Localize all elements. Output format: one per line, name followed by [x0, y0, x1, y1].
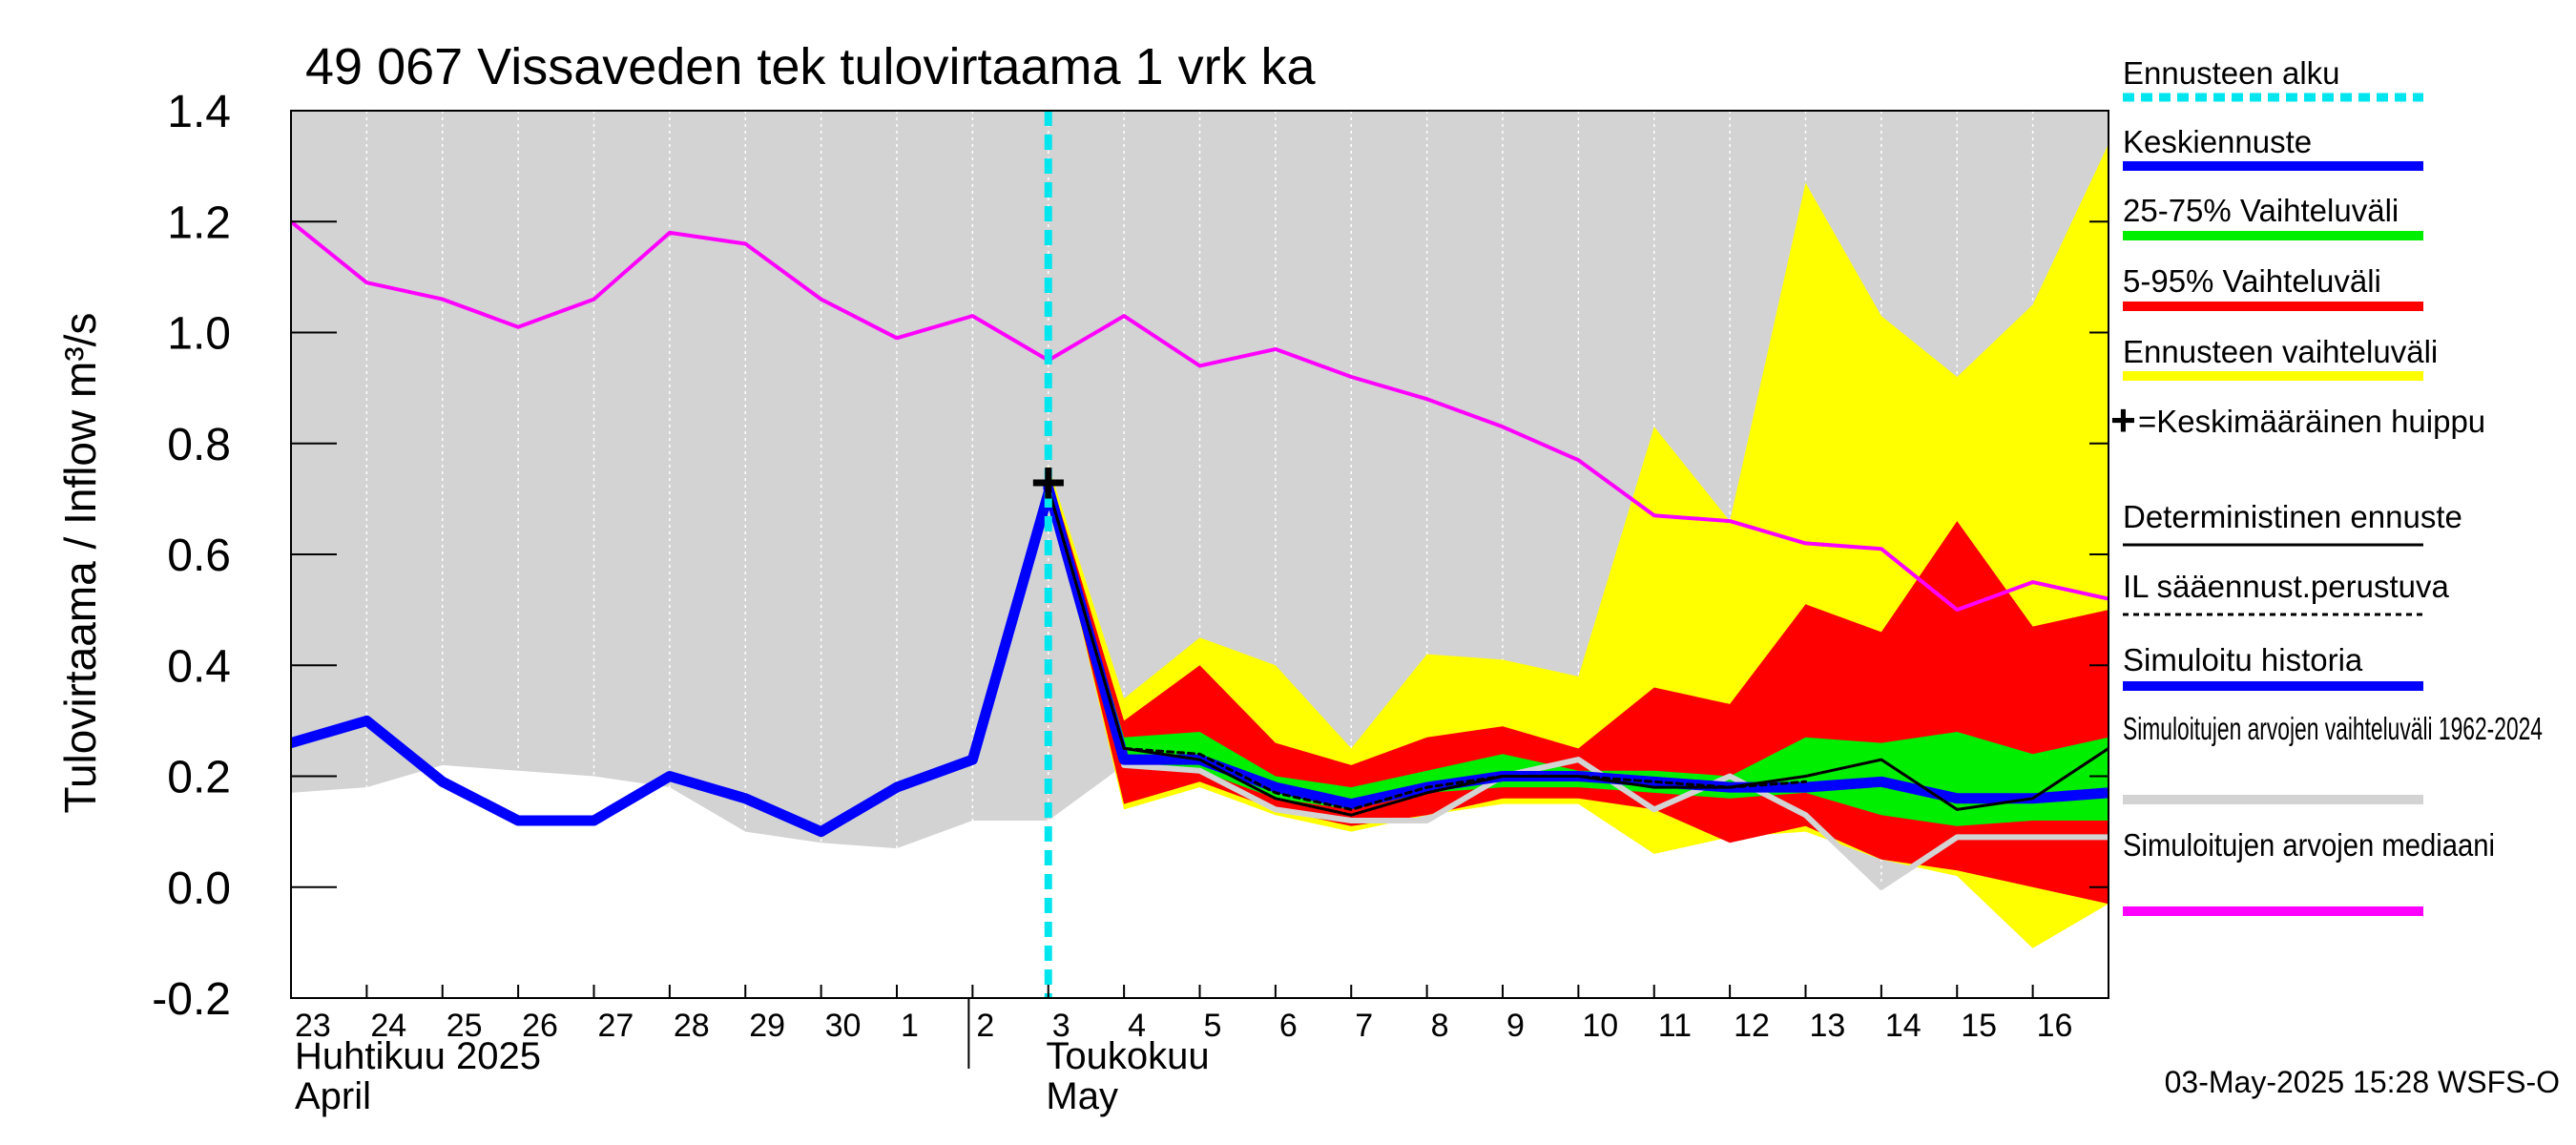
legend-label: Simuloitu historia	[2123, 642, 2363, 677]
x-tick-label: 6	[1279, 1008, 1298, 1044]
legend-label: Deterministinen ennuste	[2123, 499, 2462, 534]
month-label-en: April	[295, 1075, 371, 1117]
y-tick-label: 0.8	[167, 420, 231, 470]
y-tick-label: 1.0	[167, 309, 231, 360]
month-label-fi: Huhtikuu 2025	[295, 1035, 541, 1077]
il-forecast-line	[1047, 486, 1807, 811]
x-tick-label: 4	[1128, 1008, 1146, 1044]
legend-label: Simuloitujen arvojen vaihteluväli 1962-2…	[2123, 711, 2543, 746]
p25-p75-band	[1048, 476, 2109, 826]
x-tick-label: 8	[1431, 1008, 1449, 1044]
legend-label: =Keskimääräinen huippu	[2138, 404, 2485, 439]
legend-label: 5-95% Vaihteluväli	[2123, 263, 2381, 299]
x-tick-label: 26	[522, 1008, 558, 1044]
legend-label: Ennusteen vaihteluväli	[2123, 334, 2438, 369]
x-tick-label: 23	[295, 1008, 331, 1044]
y-tick-label: 1.4	[167, 87, 231, 137]
chart-title: 49 067 Vissaveden tek tulovirtaama 1 vrk…	[305, 38, 1317, 95]
x-tick-label: 28	[674, 1008, 710, 1044]
month-label-fi: Toukokuu	[1046, 1035, 1209, 1077]
y-axis-label: Tulovirtaama / Inflow m³/s	[55, 313, 105, 814]
y-tick-label: -0.2	[152, 974, 231, 1025]
x-tick-label: 30	[825, 1008, 862, 1044]
y-tick-label: 0.4	[167, 641, 231, 692]
legend-label: 25-75% Vaihteluväli	[2123, 193, 2399, 228]
x-tick-label: 14	[1885, 1008, 1922, 1044]
x-tick-label: 11	[1658, 1008, 1692, 1044]
legend-label: Simuloitujen arvojen mediaani	[2123, 827, 2495, 863]
x-tick-label: 7	[1355, 1008, 1373, 1044]
x-tick-label: 16	[2037, 1008, 2073, 1044]
y-tick-label: 0.2	[167, 753, 231, 803]
legend-label: Keskiennuste	[2123, 124, 2312, 159]
x-tick-label: 25	[447, 1008, 483, 1044]
y-tick-label: 0.6	[167, 531, 231, 581]
footer-timestamp: 03-May-2025 15:28 WSFS-O	[2165, 1065, 2560, 1099]
x-tick-label: 3	[1052, 1008, 1070, 1044]
x-tick-label: 12	[1734, 1008, 1770, 1044]
legend-label: Ennusteen alku	[2123, 55, 2340, 91]
x-tick-label: 24	[370, 1008, 406, 1044]
sim-history-line	[291, 488, 1054, 838]
x-tick-label: 2	[976, 1008, 994, 1044]
x-tick-label: 13	[1810, 1008, 1846, 1044]
x-tick-label: 27	[598, 1008, 634, 1044]
month-label-en: May	[1046, 1075, 1118, 1117]
x-tick-label: 9	[1506, 1008, 1525, 1044]
plot-area: +	[291, 111, 2109, 998]
y-tick-label: 1.2	[167, 198, 231, 248]
x-tick-label: 10	[1582, 1008, 1618, 1044]
x-tick-label: 1	[901, 1008, 919, 1044]
sim-range-lower-line	[1121, 757, 2109, 890]
x-tick-label: 5	[1204, 1008, 1222, 1044]
x-tick-label: 29	[749, 1008, 785, 1044]
legend-label: IL sääennust.perustuva	[2123, 569, 2449, 604]
x-tick-label: 15	[1961, 1008, 1997, 1044]
axes: -0.20.00.20.40.60.81.01.21.423 24 25 26 27 28…	[152, 87, 2109, 1117]
legend: Ennusteen alku Keskiennuste 25-75% Vaihtel…	[2110, 55, 2543, 916]
y-tick-label: 0.0	[167, 864, 231, 914]
legend-peak-icon: +	[2110, 395, 2136, 445]
median-line	[291, 219, 2109, 613]
peak-marker: +	[1030, 448, 1066, 516]
